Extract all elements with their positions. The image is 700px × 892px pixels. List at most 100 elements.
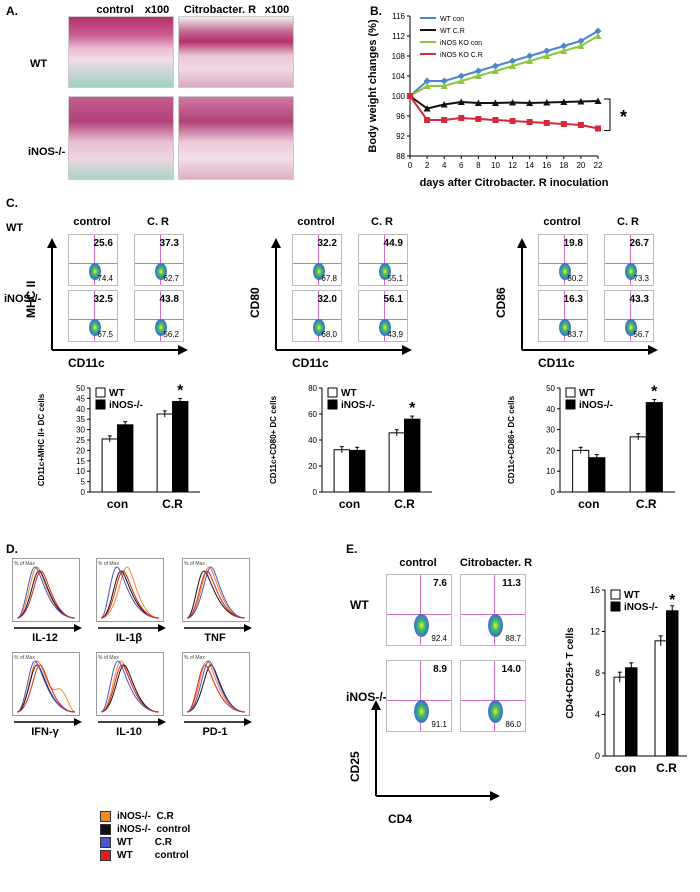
histogram-curve bbox=[16, 570, 76, 619]
data-point bbox=[560, 98, 568, 105]
histogram-curve bbox=[100, 566, 160, 619]
flow-x-axis-label: CD4 bbox=[388, 812, 413, 826]
significance-bracket bbox=[604, 98, 611, 131]
y-tick-label: 25 bbox=[76, 436, 85, 445]
histogram-x-arrow bbox=[184, 624, 252, 632]
legend-label: iNOS-/- bbox=[109, 400, 143, 411]
y-tick-label: 20 bbox=[546, 446, 555, 455]
arrow-head bbox=[74, 718, 82, 726]
category-label: C.R bbox=[636, 497, 657, 511]
legend-row: iNOS-/- control bbox=[100, 823, 190, 836]
histogram-plot: % of Max bbox=[182, 652, 250, 716]
gate-vertical bbox=[420, 661, 422, 731]
flow-plot: 43.3 56.7 bbox=[604, 290, 654, 342]
cell-cluster bbox=[559, 262, 571, 280]
x-axis-title: days after Citrobacter. R inoculation bbox=[420, 177, 609, 189]
y-tick-label: 20 bbox=[76, 446, 85, 455]
y-tick-label: 96 bbox=[396, 112, 405, 121]
legend-label: WT bbox=[624, 590, 640, 601]
category-label: C.R bbox=[162, 497, 183, 511]
y-tick-label: 5 bbox=[81, 478, 86, 487]
gate-vertical bbox=[317, 235, 319, 285]
lower-right-percentage: 73.3 bbox=[633, 274, 649, 283]
legend-swatch bbox=[565, 399, 576, 410]
significance-star: * bbox=[409, 400, 416, 417]
upper-right-percentage: 43.8 bbox=[159, 294, 179, 305]
data-point bbox=[526, 52, 534, 60]
y-tick-label: 30 bbox=[76, 426, 85, 435]
histogram-marker-label: IL-10 bbox=[116, 726, 142, 738]
legend-swatch bbox=[100, 836, 111, 848]
data-point bbox=[474, 67, 482, 75]
flow-plot: 14.0 86.0 bbox=[460, 660, 526, 732]
data-point bbox=[491, 62, 499, 70]
y-tick-label: 92 bbox=[396, 132, 405, 141]
y-tick-label: 100 bbox=[392, 92, 406, 101]
y-tick-label: 10 bbox=[546, 467, 555, 476]
data-point bbox=[595, 125, 601, 132]
cell-cluster bbox=[413, 699, 430, 724]
bar-wt bbox=[572, 449, 590, 493]
x-arrow-head bbox=[402, 345, 412, 355]
cell-cluster bbox=[155, 318, 167, 336]
data-point bbox=[594, 27, 602, 35]
y-tick-label: 30 bbox=[546, 426, 555, 435]
arrow-head bbox=[158, 624, 166, 632]
flow-plot: 44.9 55.1 bbox=[358, 234, 408, 286]
gate-vertical bbox=[317, 291, 319, 341]
bar-wt bbox=[101, 438, 118, 493]
gate-vertical bbox=[383, 291, 385, 341]
gate-vertical bbox=[383, 235, 385, 285]
y-tick-label: 80 bbox=[308, 384, 317, 393]
flow-plot: 26.7 73.3 bbox=[604, 234, 654, 286]
legend-row: iNOS-/- C.R bbox=[100, 810, 190, 823]
arrow-head bbox=[244, 624, 252, 632]
histogram-y-tick: % of Max bbox=[184, 561, 205, 567]
histogram-plot: % of Max bbox=[12, 652, 80, 716]
category-label: con bbox=[615, 761, 636, 775]
legend-swatch bbox=[610, 601, 621, 612]
y-axis-title: CD11c+MHC II+ DC cells bbox=[37, 393, 46, 486]
histogram-curve bbox=[100, 664, 160, 713]
cell-cluster bbox=[559, 318, 571, 336]
histogram-y-tick: % of Max bbox=[98, 561, 119, 567]
data-point bbox=[577, 37, 585, 45]
arrow-head bbox=[244, 718, 252, 726]
flow-plot: 11.3 88.7 bbox=[460, 574, 526, 646]
histogram-x-arrow bbox=[14, 718, 82, 726]
data-point bbox=[577, 98, 585, 105]
y-axis-title: CD11c+CD86+ DC cells bbox=[507, 395, 516, 484]
histogram-curve bbox=[16, 664, 76, 713]
upper-right-percentage: 25.6 bbox=[93, 238, 113, 249]
data-point bbox=[474, 72, 482, 79]
data-point bbox=[543, 99, 551, 106]
histogram-y-tick: % of Max bbox=[14, 561, 35, 567]
legend-label: iNOS KO C.R bbox=[440, 52, 483, 59]
data-point bbox=[560, 47, 568, 54]
flow-plot: 32.5 67.5 bbox=[68, 290, 118, 342]
histogram-curves bbox=[16, 566, 76, 619]
panel-a-mag-header: x100 bbox=[144, 4, 170, 16]
bar-wt bbox=[333, 449, 350, 493]
category-label: con bbox=[339, 497, 360, 511]
series-line-1 bbox=[409, 95, 599, 110]
panel-a-row-inos: iNOS-/- bbox=[28, 146, 66, 158]
data-point bbox=[424, 117, 431, 123]
y-tick-label: 40 bbox=[546, 405, 555, 414]
flow-plot: 37.3 62.7 bbox=[134, 234, 184, 286]
flow-plot: 32.2 67.8 bbox=[292, 234, 342, 286]
legend-label: WT bbox=[109, 388, 125, 399]
data-point bbox=[457, 77, 465, 84]
tissue-image-wt-control bbox=[68, 16, 174, 88]
flow-x-axis-label: CD11c bbox=[68, 356, 105, 370]
data-point bbox=[474, 99, 482, 106]
data-point bbox=[543, 120, 550, 126]
legend-label: iNOS-/- bbox=[341, 400, 375, 411]
y-arrow-head bbox=[271, 238, 281, 248]
significance-star: * bbox=[177, 383, 184, 400]
cell-cluster bbox=[155, 262, 167, 280]
axis-arrows bbox=[371, 700, 500, 801]
data-point bbox=[577, 122, 584, 128]
legend-row: WT C.R bbox=[100, 836, 190, 849]
